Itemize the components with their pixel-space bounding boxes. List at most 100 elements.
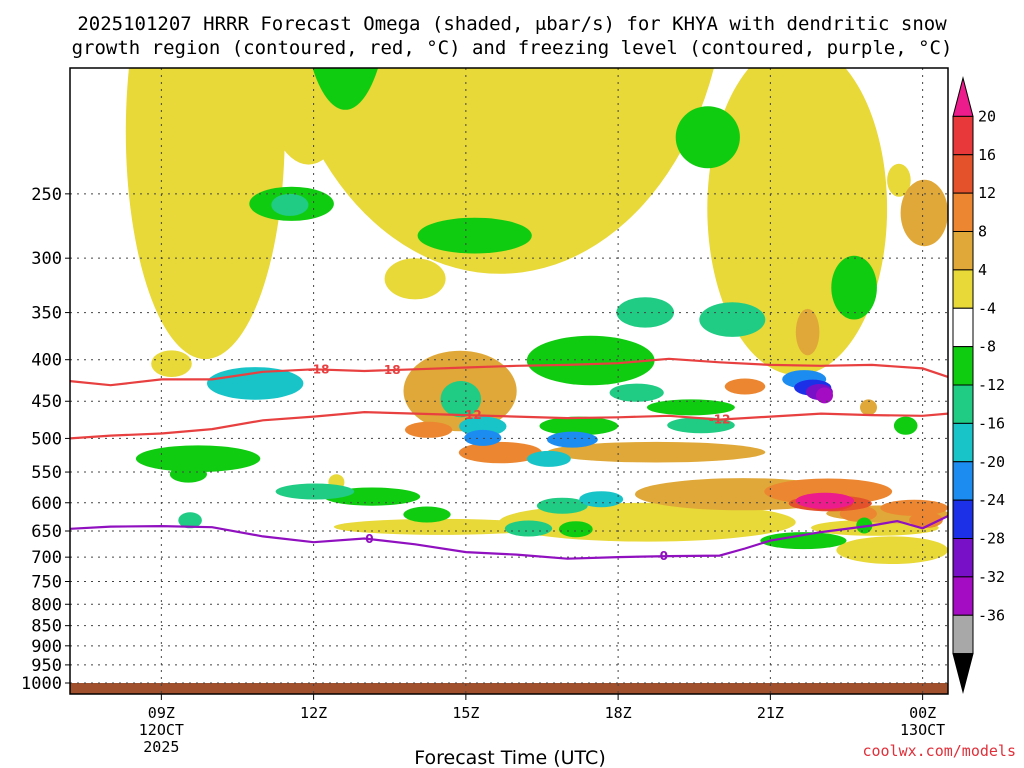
ground-strip: [70, 683, 948, 694]
colorbar-bin-3: [952, 192, 974, 232]
y-tick-label-350: 350: [31, 304, 62, 324]
omega-region-6-10: [526, 335, 655, 386]
colorbar-label-20: 20: [978, 107, 996, 125]
x-tick-label-21-0: 21Z: [757, 704, 784, 722]
y-tick-label-950: 950: [31, 656, 62, 676]
y-tick-label-700: 700: [31, 548, 62, 568]
omega-region-2-1: [404, 421, 453, 438]
colorbar-bin-2: [952, 154, 974, 194]
chart-title-line-1: 2025101207 HRRR Forecast Omega (shaded, …: [77, 13, 947, 35]
omega-region-6-2: [312, 68, 379, 110]
omega-region-7-2: [699, 302, 766, 337]
omega-region-2-2: [458, 441, 542, 464]
omega-region-1-4: [547, 441, 766, 463]
omega-region-2-4: [880, 499, 948, 516]
colorbar-bin-4: [952, 231, 974, 271]
omega-region-6-14: [135, 445, 261, 473]
y-tick-label-300: 300: [31, 249, 62, 269]
omega-region-0-0: [125, 68, 285, 360]
colorbar-bin-7: [952, 346, 974, 386]
colorbar: 20 16 12 8 4 -4 -8 -12 -16 -20 -24 -28 -32 -36: [952, 76, 1005, 694]
omega-region-7-8: [178, 512, 202, 529]
colorbar-bin-6: [952, 307, 974, 348]
colorbar-label--16: -16: [978, 414, 1005, 432]
y-axis-ticks: 2503003504004505005506006507007508008509…: [21, 185, 70, 694]
omega-region-0-19: [333, 518, 549, 535]
omega-region-8-3: [579, 491, 624, 508]
omega-region-7-3: [440, 381, 482, 418]
omega-region-7-6: [275, 483, 355, 500]
omega-region-8-2: [526, 450, 571, 467]
omega-region-1-1: [795, 308, 820, 356]
omega-region-9-2: [547, 431, 598, 448]
x-tick-label-24-1: 13OCT: [900, 721, 945, 739]
omega-region-7-9: [504, 520, 553, 537]
y-tick-label-1000: 1000: [21, 674, 62, 694]
y-tick-label-550: 550: [31, 463, 62, 483]
y-tick-label-450: 450: [31, 392, 62, 412]
omega-region-0-11: [704, 0, 720, 14]
omega-region-7-0: [271, 193, 309, 216]
colorbar-bin-10: [952, 461, 974, 501]
omega-region-2-0: [724, 378, 766, 395]
omega-region-0-14: [384, 258, 446, 300]
omega-region-7-7: [536, 497, 588, 514]
contour-line-freezing-level: [70, 515, 948, 560]
y-tick-label-750: 750: [31, 572, 62, 592]
omega-region-6-6: [675, 106, 740, 169]
omega-region-0-1: [285, 68, 714, 274]
colorbar-label--36: -36: [978, 606, 1005, 624]
contour-label-dgz-upper-1: -18: [379, 363, 401, 377]
omega-region-0-13: [887, 163, 911, 197]
y-tick-label-500: 500: [31, 429, 62, 449]
colorbar-bin-1: [952, 115, 974, 156]
y-tick-label-600: 600: [31, 494, 62, 514]
omega-region-6-8: [417, 217, 532, 254]
contour-label-dgz-lower-1: -12: [709, 413, 731, 427]
omega-region-8-1: [459, 416, 507, 437]
contour-layer: -18 -18 -12 -12 0 0: [70, 357, 948, 563]
omega-region-9-0: [464, 429, 502, 446]
omega-region-0-16: [151, 350, 192, 378]
omega-region-6-12: [539, 416, 619, 436]
omega-region-6-9: [831, 255, 877, 320]
omega-region-2-6: [909, 512, 943, 528]
colorbar-label-8: 8: [978, 223, 987, 241]
x-tick-label-9-1: 12OCT: [139, 721, 184, 739]
colorbar-label--12: -12: [978, 376, 1005, 394]
colorbar-label--24: -24: [978, 491, 1005, 509]
contour-line-dgz-upper: [70, 357, 948, 387]
omega-region-12-0: [816, 387, 833, 404]
omega-region-6-20: [558, 521, 593, 538]
omega-region-0-22: [836, 536, 948, 564]
omega-region-6-19: [760, 532, 847, 550]
colorbar-bin-11: [952, 499, 974, 539]
omega-region-6-17: [403, 506, 451, 523]
plot-border: [69, 67, 949, 695]
colorbar-label-16: 16: [978, 146, 996, 164]
x-tick-label-9-2: 2025: [143, 738, 179, 756]
omega-region-7-5: [667, 417, 735, 434]
omega-region-0-15: [216, 307, 233, 324]
y-tick-label-250: 250: [31, 185, 62, 205]
omega-region-6-15: [169, 465, 207, 483]
colorbar-label-12: 12: [978, 184, 996, 202]
omega-region-6-13: [893, 416, 918, 435]
credit-text: coolwx.com/models: [862, 742, 1016, 760]
y-tick-label-400: 400: [31, 351, 62, 371]
contour-label-dgz-lower-0: -12: [460, 408, 482, 422]
omega-region-6-11: [646, 399, 735, 416]
colorbar-label--32: -32: [978, 568, 1005, 586]
colorbar-label--4: -4: [978, 299, 996, 317]
omega-region-1-0: [900, 179, 948, 247]
x-tick-label-15-0: 15Z: [452, 704, 479, 722]
x-tick-label-18-0: 18Z: [605, 704, 632, 722]
omega-region-5-0: [795, 492, 855, 509]
chart-title-line-2: growth region (contoured, red, °C) and f…: [72, 37, 953, 59]
contour-line-dgz-lower: [70, 410, 948, 440]
colorbar-bin-8: [952, 384, 974, 424]
contour-label-dgz-upper-0: -18: [308, 362, 330, 376]
contour-label-freezing-level-0: 0: [365, 532, 373, 546]
y-tick-label-650: 650: [31, 522, 62, 542]
